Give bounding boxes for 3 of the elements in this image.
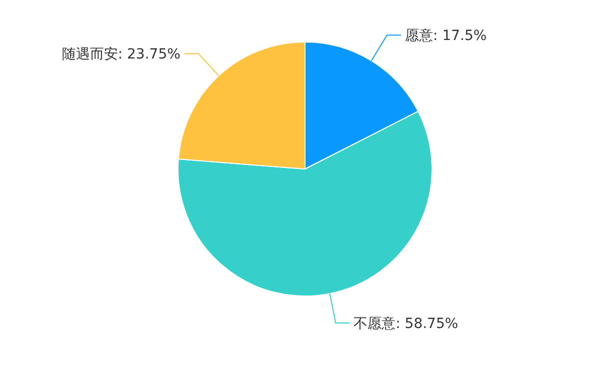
slice-label: 随遇而安: 23.75% <box>62 46 180 63</box>
slice-label: 不愿意: 58.75% <box>354 316 458 332</box>
slice-label: 愿意: 17.5% <box>405 28 487 44</box>
